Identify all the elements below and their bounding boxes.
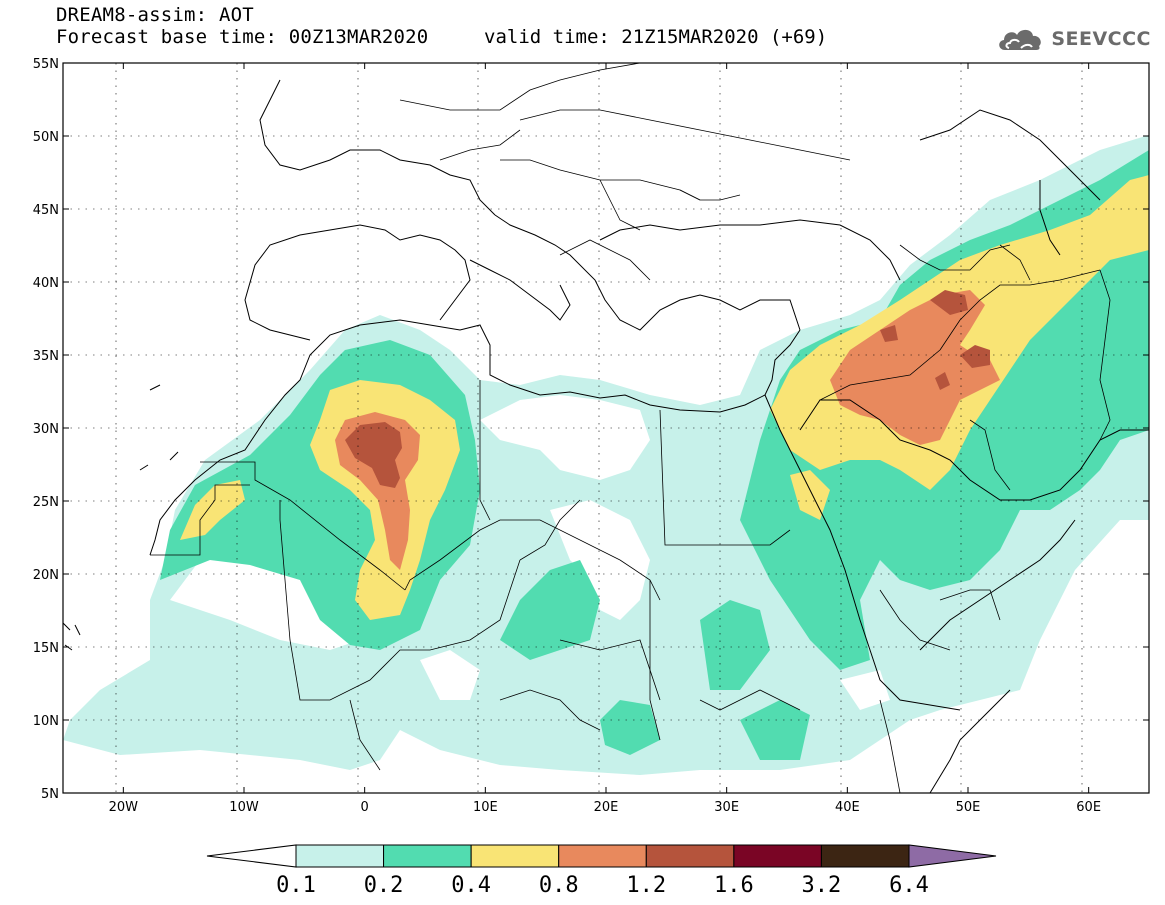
aot-field (63, 135, 1149, 775)
colorbar-level-label: 0.1 (276, 873, 316, 898)
y-tick-label: 45N (33, 203, 59, 218)
political-boundaries (150, 63, 1111, 793)
colorbar-level-label: 0.8 (539, 873, 579, 898)
y-tick-label: 10N (33, 714, 59, 729)
aot-contour-1.2 (345, 422, 402, 488)
x-tick-label: 50E (956, 800, 981, 815)
valid-time: valid time: 21Z15MAR2020 (+69) (484, 26, 828, 48)
colorbar-segment-5 (733, 844, 822, 868)
x-tick-label: 20W (109, 800, 139, 815)
colorbar-level-label: 0.4 (451, 873, 491, 898)
x-tick-label: 0 (361, 800, 369, 815)
y-tick-label: 30N (33, 422, 59, 437)
logo-text: SEEVCCC (1051, 28, 1151, 50)
graticule (63, 63, 1149, 793)
y-tick-label: 40N (33, 276, 59, 291)
seevccc-logo: SEEVCCC (995, 24, 1151, 54)
axis-labels: 20W 10W 0 10E 20E 30E 40E 50E 60E 55N 50N 45N 40N 35N… (33, 57, 1101, 815)
y-tick-label: 5N (41, 787, 59, 802)
colorbar-level-label: 6.4 (889, 873, 929, 898)
x-tick-label: 10E (473, 800, 498, 815)
y-tick-label: 55N (33, 57, 59, 72)
colorbar-level-label: 3.2 (802, 873, 842, 898)
colorbar-segment-3 (558, 844, 647, 868)
colorbar-segment-4 (645, 844, 735, 868)
y-tick-label: 15N (33, 641, 59, 656)
cloud-icon (999, 29, 1042, 50)
y-tick-label: 50N (33, 130, 59, 145)
map-title: DREAM8-assim: AOT (56, 4, 254, 26)
x-tick-label: 40E (835, 800, 860, 815)
colorbar-under-triangle (206, 844, 297, 868)
axis-ticks (63, 62, 1149, 794)
colorbar-level-label: 0.2 (364, 873, 404, 898)
colorbar-segment-6 (820, 844, 910, 868)
colorbar-segment-2 (470, 844, 560, 868)
colorbar-over-triangle (908, 844, 997, 868)
y-tick-label: 25N (33, 495, 59, 510)
x-tick-label: 10W (229, 800, 259, 815)
x-tick-label: 30E (714, 800, 739, 815)
colorbar-segment-1 (383, 844, 472, 868)
colorbar: 0.1 0.2 0.4 0.8 1.2 1.6 3.2 6.4 (206, 844, 997, 898)
y-tick-label: 20N (33, 568, 59, 583)
x-tick-label: 20E (594, 800, 619, 815)
forecast-base-time: Forecast base time: 00Z13MAR2020 (56, 26, 429, 48)
y-tick-label: 35N (33, 349, 59, 364)
colorbar-level-label: 1.2 (626, 873, 666, 898)
coastlines-borders (63, 79, 1149, 793)
colorbar-segment-0 (295, 844, 385, 868)
colorbar-level-label: 1.6 (714, 873, 754, 898)
x-tick-label: 60E (1076, 800, 1101, 815)
